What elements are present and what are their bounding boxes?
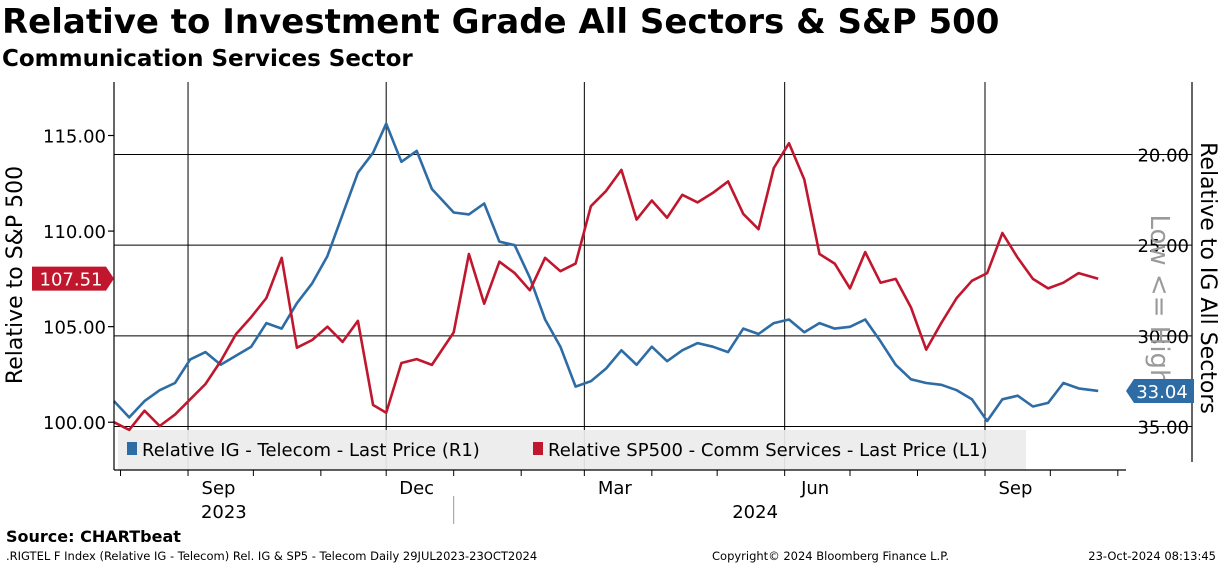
x-tick-label: Sep	[202, 478, 236, 499]
right-tick-label: 30.00	[1137, 327, 1189, 348]
x-year-label: 2023	[201, 502, 247, 523]
right-last-value-badge	[1126, 378, 1194, 403]
series-line-ig	[113, 122, 1099, 423]
legend-swatch-ig	[127, 442, 137, 455]
right-last-value-label: 33.04	[1136, 382, 1188, 403]
left-tick-label: 110.00	[43, 222, 106, 243]
x-tick-label: Mar	[598, 478, 633, 499]
left-tick-label: 115.00	[43, 127, 106, 148]
x-tick-label: Sep	[999, 478, 1033, 499]
legend-box	[118, 430, 1026, 470]
source-note: Source: CHARTbeat	[6, 527, 181, 546]
legend: Relative IG - Telecom - Last Price (R1) R…	[127, 440, 987, 461]
series-layer	[113, 122, 1099, 432]
index-footnote: .RIGTEL F Index (Relative IG - Telecom) …	[6, 549, 538, 563]
x-tick-label: Jun	[800, 478, 829, 499]
series-line-sp500	[113, 141, 1099, 432]
copyright-note: Copyright© 2024 Bloomberg Finance L.P.	[712, 549, 949, 563]
left-last-value-label: 107.51	[40, 270, 103, 291]
x-tick-label: Dec	[399, 478, 434, 499]
left-tick-label: 105.00	[43, 318, 106, 339]
right-tick-label: 35.00	[1137, 417, 1189, 438]
legend-label-sp500: Relative SP500 - Comm Services - Last Pr…	[548, 440, 987, 461]
left-last-value-badge	[32, 266, 114, 291]
legend-label-ig: Relative IG - Telecom - Last Price (R1)	[142, 440, 480, 461]
left-axis-title: Relative to S&P 500	[3, 166, 28, 384]
right-axis-title: Relative to IG All Sectors	[1195, 142, 1220, 414]
chart-title: Relative to Investment Grade All Sectors…	[2, 2, 1000, 42]
left-tick-label: 100.00	[43, 413, 106, 434]
right-tick-label: 20.00	[1137, 146, 1189, 167]
direction-label: Low <= High	[1144, 214, 1174, 385]
x-year-label: 2024	[732, 502, 778, 523]
right-tick-label: 25.00	[1137, 236, 1189, 257]
timestamp: 23-Oct-2024 08:13:45	[1088, 549, 1216, 563]
chart-subtitle: Communication Services Sector	[2, 46, 413, 72]
legend-swatch-sp500	[533, 442, 543, 455]
axes: 100.00 105.00 110.00 115.00 20.00 25.00 30.00 3…	[3, 82, 1220, 524]
